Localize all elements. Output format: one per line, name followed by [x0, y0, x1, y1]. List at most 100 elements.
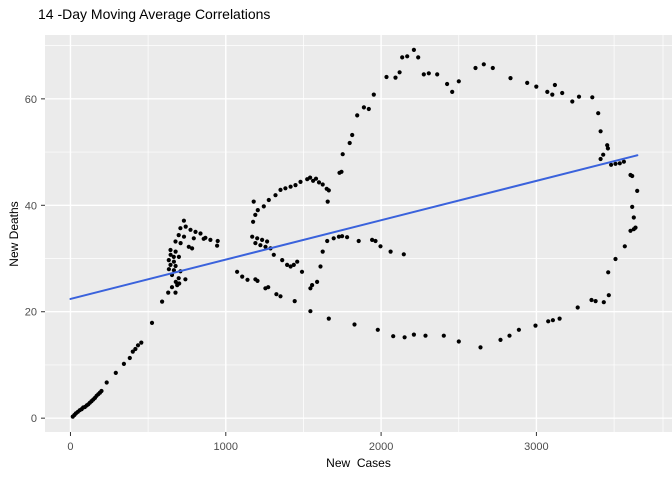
data-point: [371, 92, 376, 97]
y-tick-label: 20: [25, 307, 37, 319]
x-axis-title: New Cases: [326, 456, 391, 470]
data-point: [370, 237, 375, 242]
data-point: [176, 276, 181, 281]
data-point: [278, 294, 283, 299]
data-point: [191, 236, 196, 241]
data-point: [473, 65, 478, 71]
data-point: [345, 235, 350, 240]
data-point: [435, 72, 440, 77]
data-point: [173, 249, 178, 254]
data-point: [299, 269, 305, 274]
data-point: [99, 388, 104, 394]
data-point: [378, 244, 383, 249]
data-point: [293, 183, 298, 188]
data-point: [198, 231, 203, 236]
data-point: [347, 140, 352, 146]
y-axis-title: New Deaths: [7, 201, 21, 267]
data-point: [190, 246, 195, 251]
data-point: [336, 234, 341, 239]
data-point: [490, 65, 495, 71]
data-point: [601, 300, 606, 305]
data-point: [171, 268, 176, 273]
data-point: [308, 309, 313, 314]
data-point: [215, 243, 220, 248]
data-point: [292, 299, 297, 304]
data-point: [113, 370, 118, 375]
data-point: [263, 244, 268, 249]
data-point: [416, 55, 421, 60]
data-point: [456, 339, 461, 344]
data-point: [278, 187, 283, 192]
data-point: [340, 152, 345, 157]
data-point: [552, 82, 558, 88]
data-point: [617, 161, 622, 166]
data-point: [507, 333, 512, 338]
data-point: [255, 208, 260, 213]
data-point: [177, 281, 182, 286]
data-point: [181, 218, 186, 223]
data-point: [630, 173, 635, 179]
data-point: [320, 182, 325, 187]
data-point: [178, 226, 183, 231]
data-point: [325, 199, 330, 204]
data-point: [295, 259, 300, 264]
data-point: [186, 244, 191, 249]
data-point: [397, 70, 402, 75]
data-point: [135, 343, 141, 348]
data-point: [373, 238, 378, 244]
data-point: [298, 179, 303, 184]
data-point: [169, 285, 175, 290]
data-point: [391, 334, 396, 339]
data-point: [361, 105, 366, 110]
data-point: [260, 237, 265, 242]
data-point: [401, 252, 406, 257]
data-point: [235, 269, 240, 274]
data-point: [308, 286, 313, 291]
data-point: [516, 327, 522, 332]
data-point: [340, 234, 345, 239]
data-point: [450, 89, 455, 94]
data-point: [384, 74, 389, 80]
data-point: [593, 299, 598, 304]
data-point: [188, 227, 193, 232]
data-point: [178, 241, 183, 246]
data-point: [183, 224, 188, 229]
data-point: [325, 238, 330, 244]
data-point: [533, 323, 538, 328]
data-point: [393, 75, 398, 80]
data-point: [173, 290, 178, 295]
data-point: [315, 279, 320, 284]
data-point: [160, 299, 165, 304]
data-point: [598, 156, 603, 162]
data-point: [508, 76, 513, 81]
data-point: [411, 47, 416, 53]
data-point: [168, 252, 173, 257]
data-point: [313, 176, 319, 181]
data-point: [320, 249, 325, 254]
data-point: [525, 80, 530, 85]
data-point: [350, 132, 355, 138]
data-point: [622, 244, 627, 249]
data-point: [288, 264, 293, 269]
data-point: [183, 277, 188, 282]
data-point: [258, 243, 263, 248]
data-point: [633, 225, 638, 230]
data-point: [310, 283, 315, 288]
data-point: [478, 345, 483, 350]
data-point: [605, 146, 611, 151]
data-point: [208, 237, 213, 242]
data-point: [149, 320, 155, 325]
data-point: [173, 263, 178, 269]
data-point: [388, 249, 393, 254]
data-point: [631, 215, 636, 220]
data-point: [266, 197, 271, 203]
data-point: [166, 267, 171, 272]
data-point: [173, 279, 178, 284]
chart-title: 14 -Day Moving Average Correlations: [38, 6, 271, 22]
data-point: [546, 319, 551, 324]
data-point: [598, 129, 603, 134]
data-point: [133, 346, 138, 352]
data-point: [215, 238, 220, 244]
